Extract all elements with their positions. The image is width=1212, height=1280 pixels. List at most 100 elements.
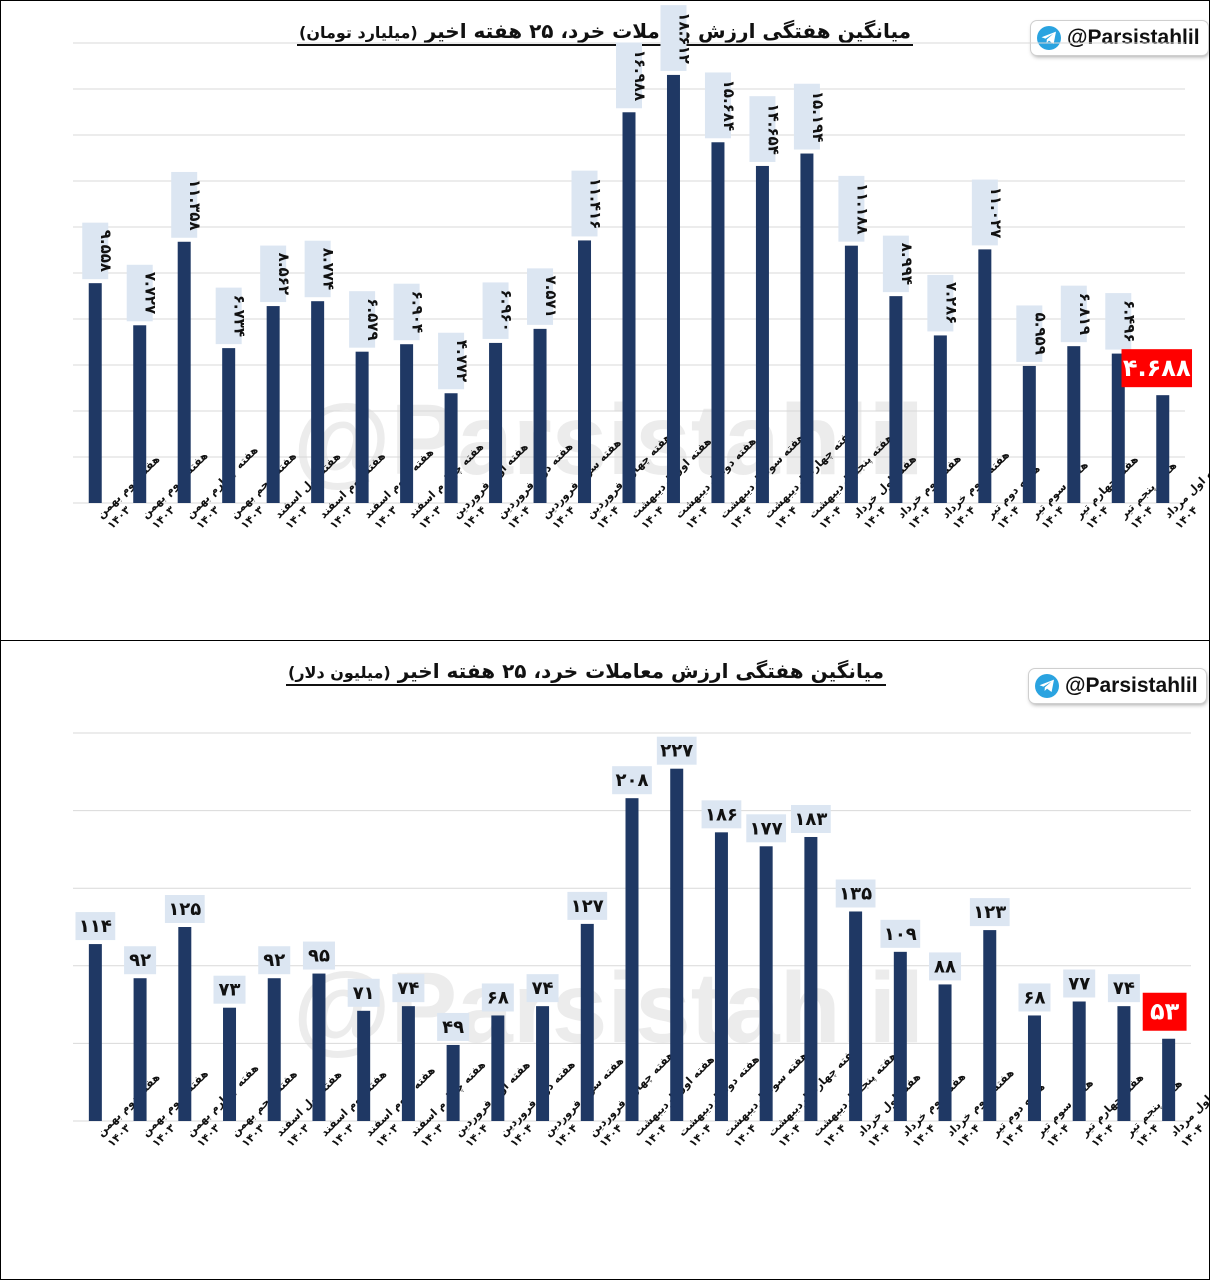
value-label: ۸.۵۶۲ [260, 245, 293, 303]
value-label: ۹۵ [302, 941, 335, 970]
value-label-text: ۷۱ [353, 983, 375, 1004]
bar-3 [177, 241, 191, 504]
bar-17 [800, 153, 814, 503]
bar-23 [1072, 1001, 1086, 1121]
value-label: ۶۸ [1018, 983, 1051, 1012]
bar-5 [266, 306, 280, 503]
value-label-text: ۶.۸۱۹ [1076, 293, 1094, 335]
channel-badge[interactable]: @Parsistahlil [1029, 669, 1206, 703]
telegram-icon [1037, 26, 1061, 50]
value-label: ۱۱.۳۵۸ [171, 171, 204, 238]
value-label: ۶.۷۳۴ [215, 287, 249, 345]
value-label-box [82, 222, 109, 280]
value-label-box [393, 283, 420, 341]
value-label: ۱۵.۶۸۴ [704, 72, 738, 139]
value-label-text: ۹۵ [308, 946, 330, 967]
value-label-text: ۸.۵۶۲ [275, 253, 293, 295]
bar-2 [133, 978, 147, 1121]
bar-7 [355, 351, 369, 503]
value-label-box [75, 912, 116, 941]
bar-23 [1067, 346, 1081, 503]
value-label-box [704, 72, 731, 139]
value-label: ۲۲۷ [656, 736, 697, 765]
bar-22 [1027, 1015, 1041, 1121]
value-label: ۱۳۵ [835, 879, 876, 908]
value-label: ۶.۵۷۹ [349, 291, 382, 348]
value-label-text: ۱۸۳ [794, 809, 827, 830]
value-label-box [527, 268, 554, 325]
value-label-text: ۱۱.۴۱۶ [587, 178, 605, 229]
value-label: ۷۴ [526, 974, 559, 1003]
bar-6 [311, 301, 325, 503]
bar-8 [401, 1006, 415, 1121]
value-label-text: ۶.۵۷۹ [364, 298, 382, 340]
chart-panel-toman: میانگین هفتگی ارزش معاملات خرد، ۲۵ هفته … [0, 0, 1210, 641]
value-label-box [746, 814, 787, 843]
value-label-box [1107, 974, 1140, 1003]
value-label: ۶.۹۶۰ [482, 282, 516, 339]
value-label: ۷۱ [347, 978, 380, 1007]
chart-title-text: میانگین هفتگی ارزش معاملات خرد، ۲۵ هفته … [397, 659, 884, 683]
value-label: ۸.۹۹۴ [882, 235, 916, 293]
bar-10 [491, 1015, 505, 1121]
value-label: ۱۱.۴۱۶ [571, 170, 605, 237]
bar-19 [889, 296, 903, 503]
value-label: ۴.۷۷۲ [438, 332, 471, 390]
bar-20 [938, 984, 952, 1121]
value-label-text: ۷.۵۷۱ [542, 275, 560, 317]
value-label: ۱۷۷ [746, 814, 787, 843]
chart-title: میانگین هفتگی ارزش معاملات خرد، ۲۵ هفته … [297, 19, 913, 46]
value-label-text: ۸۸ [934, 956, 956, 977]
bar-1 [88, 944, 102, 1121]
value-label-box [971, 179, 998, 246]
value-label-box [1105, 293, 1132, 350]
value-label-box [835, 879, 876, 908]
value-label-highlight: ۴.۶۸۸ [1121, 349, 1193, 388]
value-label: ۱۶.۹۸۸ [616, 42, 649, 109]
value-label-box [791, 804, 831, 833]
bar-15 [711, 142, 725, 503]
bar-11 [533, 328, 547, 503]
bar-16 [759, 846, 773, 1121]
value-label-box [793, 83, 820, 150]
bar-3 [178, 927, 192, 1121]
value-label-text: ۱۸.۶۱۲ [675, 12, 693, 63]
value-label: ۱۸.۶۱۲ [660, 5, 693, 71]
bar-16 [755, 165, 769, 503]
bar-24 [1111, 353, 1125, 503]
value-label: ۱۸۳ [791, 804, 831, 833]
bar-14 [666, 74, 680, 503]
value-label-text: ۱۲۷ [571, 896, 604, 917]
value-label-text: ۴.۷۷۲ [453, 340, 471, 382]
value-label-text: ۶.۹۰۴ [409, 291, 427, 333]
value-label-box [567, 891, 608, 920]
bar-20 [933, 335, 947, 503]
value-label-box [929, 952, 962, 981]
value-label-text: ۱۵.۱۹۴ [809, 91, 827, 142]
bar-19 [893, 951, 907, 1121]
value-label-box [880, 919, 921, 948]
value-label-text: ۷۷ [1068, 973, 1090, 994]
value-label-box [749, 96, 776, 162]
value-label-box [1142, 992, 1187, 1031]
bar-21 [978, 249, 992, 503]
chart-panel-dollar: میانگین هفتگی ارزش معاملات خرد، ۲۵ هفته … [0, 640, 1210, 1280]
value-label-box [215, 287, 242, 345]
value-label-text: ۹.۵۵۸ [97, 230, 115, 272]
value-label-text: ۱۱۴ [79, 916, 112, 937]
telegram-icon [1035, 674, 1059, 698]
value-label-box [1060, 285, 1087, 343]
value-label: ۷.۵۷۱ [527, 268, 560, 325]
channel-badge[interactable]: @Parsistahlil [1031, 21, 1208, 55]
bar-7 [357, 1010, 371, 1121]
value-label: ۴۹ [437, 1012, 470, 1041]
value-label: ۲۰۸ [612, 766, 652, 795]
value-label: ۶.۹۰۴ [393, 283, 427, 341]
value-label-text: ۱۵.۶۸۴ [720, 80, 738, 131]
value-label-box [124, 946, 157, 975]
value-label-text: ۷۴ [532, 978, 554, 999]
value-label-box [213, 975, 246, 1004]
value-label-text: ۴۹ [442, 1017, 464, 1038]
value-label-text: ۸.۹۹۴ [898, 243, 916, 285]
value-label-box [660, 5, 687, 71]
